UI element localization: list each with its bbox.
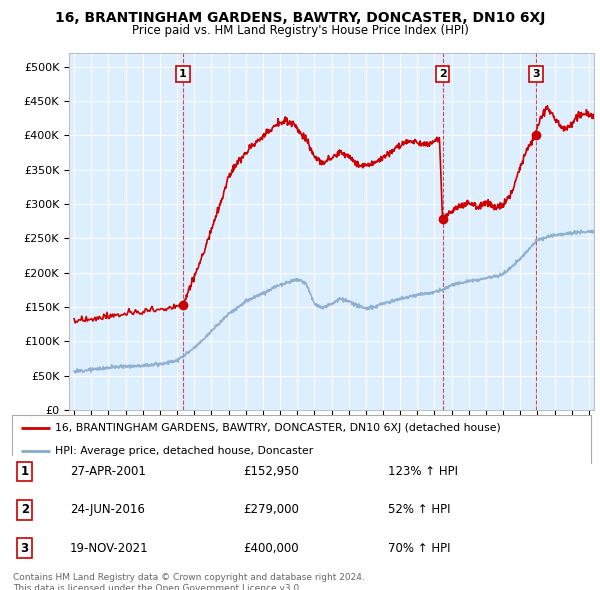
- Text: 3: 3: [532, 68, 539, 78]
- Text: 19-NOV-2021: 19-NOV-2021: [70, 542, 149, 555]
- Text: 16, BRANTINGHAM GARDENS, BAWTRY, DONCASTER, DN10 6XJ (detached house): 16, BRANTINGHAM GARDENS, BAWTRY, DONCAST…: [55, 423, 501, 433]
- Text: £400,000: £400,000: [244, 542, 299, 555]
- Text: £152,950: £152,950: [244, 465, 299, 478]
- Text: 2: 2: [20, 503, 29, 516]
- Text: 123% ↑ HPI: 123% ↑ HPI: [388, 465, 458, 478]
- Text: Price paid vs. HM Land Registry's House Price Index (HPI): Price paid vs. HM Land Registry's House …: [131, 24, 469, 37]
- Text: 2: 2: [439, 68, 446, 78]
- Text: 27-APR-2001: 27-APR-2001: [70, 465, 146, 478]
- Text: 24-JUN-2016: 24-JUN-2016: [70, 503, 145, 516]
- Text: Contains HM Land Registry data © Crown copyright and database right 2024.
This d: Contains HM Land Registry data © Crown c…: [13, 573, 365, 590]
- Text: 3: 3: [20, 542, 29, 555]
- Text: 16, BRANTINGHAM GARDENS, BAWTRY, DONCASTER, DN10 6XJ: 16, BRANTINGHAM GARDENS, BAWTRY, DONCAST…: [55, 11, 545, 25]
- Text: 70% ↑ HPI: 70% ↑ HPI: [388, 542, 451, 555]
- Text: £279,000: £279,000: [244, 503, 299, 516]
- Text: 1: 1: [20, 465, 29, 478]
- Text: HPI: Average price, detached house, Doncaster: HPI: Average price, detached house, Donc…: [55, 446, 314, 456]
- Text: 1: 1: [179, 68, 187, 78]
- Text: 52% ↑ HPI: 52% ↑ HPI: [388, 503, 451, 516]
